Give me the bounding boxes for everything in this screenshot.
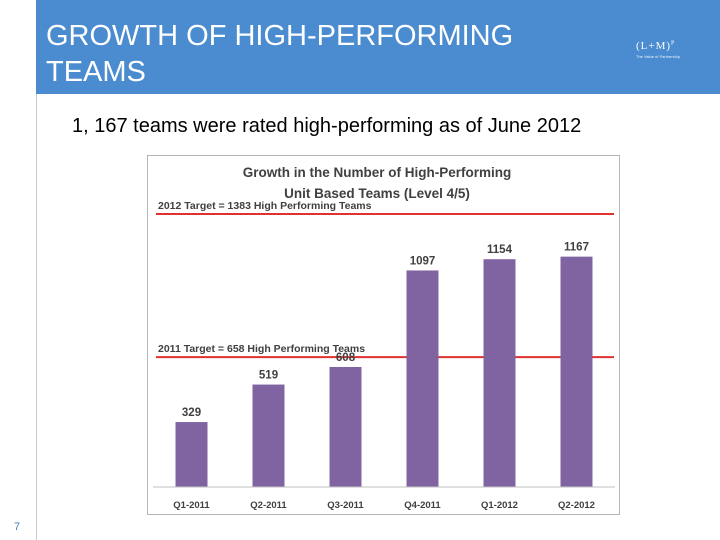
data-label-Q2-2012: 1167 [564, 242, 589, 254]
chart-frame: Growth in the Number of High-Performing … [147, 155, 620, 515]
data-label-Q1-2012: 1154 [487, 244, 513, 256]
logo-superscript: P [671, 40, 676, 47]
category-label-Q2-2012: Q2-2012 [558, 500, 595, 511]
chart-title-line-2: Unit Based Teams (Level 4/5) [284, 186, 470, 201]
slide-title-line-1: GROWTH OF HIGH-PERFORMING [46, 20, 514, 52]
bar-Q2-2011 [252, 384, 285, 487]
category-label-Q1-2011: Q1-2011 [173, 500, 210, 511]
slide-title: GROWTH OF HIGH-PERFORMING TEAMS [46, 18, 586, 90]
category-label-Q4-2011: Q4-2011 [404, 500, 441, 511]
lm-partnership-logo: (L+M)P The Value of Partnership [636, 40, 696, 70]
bar-Q1-2011 [175, 422, 208, 487]
bar-Q2-2012 [560, 256, 593, 487]
category-label-Q3-2011: Q3-2011 [327, 500, 364, 511]
slide-subtitle: 1, 167 teams were rated high-performing … [72, 115, 582, 137]
bar-Q1-2012 [483, 259, 516, 487]
category-label-Q2-2011: Q2-2011 [250, 500, 287, 511]
chart-title-line-1: Growth in the Number of High-Performing [243, 165, 512, 180]
category-label-Q1-2012: Q1-2012 [481, 500, 518, 511]
target-label-0: 2012 Target = 1383 High Performing Teams [158, 200, 372, 212]
bar-Q3-2011 [329, 366, 362, 487]
data-label-Q3-2011: 608 [336, 352, 356, 364]
bar-chart: Growth in the Number of High-Performing … [153, 165, 615, 511]
data-label-Q1-2011: 329 [182, 407, 201, 419]
slide-title-line-2: TEAMS [46, 56, 146, 88]
target-label-1: 2011 Target = 658 High Performing Teams [158, 343, 365, 355]
data-label-Q2-2011: 519 [259, 370, 278, 382]
data-label-Q4-2011: 1097 [410, 255, 436, 267]
page-number: 7 [14, 521, 21, 533]
left-margin-rule [36, 0, 37, 540]
logo-tagline: The Value of Partnership [636, 54, 680, 59]
bar-Q4-2011 [406, 270, 439, 487]
header-bar [36, 0, 720, 94]
logo-mark: (L+M) [636, 40, 672, 52]
